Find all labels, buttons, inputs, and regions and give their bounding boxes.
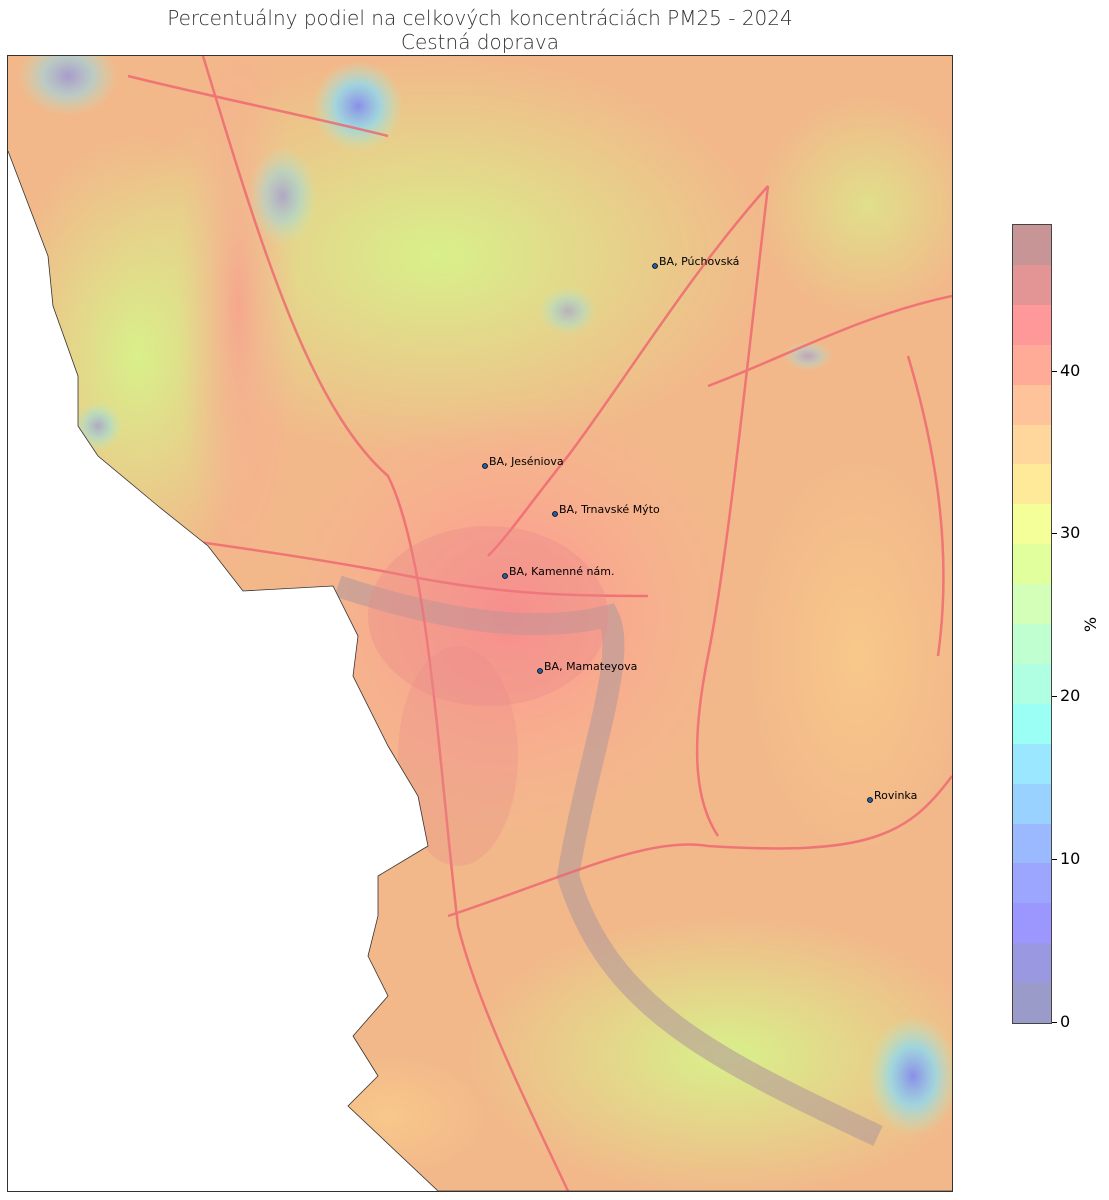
colorbar-tick-mark [1052, 696, 1057, 698]
station-label: BA, Mamateyova [544, 660, 637, 673]
station-label: BA, Kamenné nám. [509, 565, 614, 578]
colorbar-band [1013, 543, 1051, 585]
station-marker[interactable] [652, 263, 658, 269]
colorbar-band [1013, 503, 1051, 545]
colorbar-band [1013, 942, 1051, 984]
station-marker[interactable] [537, 668, 543, 674]
colorbar-tick-mark [1052, 370, 1057, 372]
station-label: BA, Púchovská [659, 255, 739, 268]
station-marker[interactable] [867, 797, 873, 803]
colorbar-band [1013, 743, 1051, 784]
colorbar-band [1013, 304, 1051, 345]
map-title: Percentuálny podiel na celkových koncent… [167, 6, 793, 30]
colorbar-band [1013, 384, 1051, 425]
colorbar-band [1013, 623, 1051, 664]
colorbar-band [1013, 862, 1051, 904]
colorbar-band [1013, 463, 1051, 505]
colorbar-tick-mark [1052, 859, 1057, 861]
colorbar-band [1013, 344, 1051, 385]
colorbar-band [1013, 583, 1051, 624]
station-marker[interactable] [482, 463, 488, 469]
station-marker[interactable] [552, 511, 558, 517]
concentration-map[interactable]: BA, Púchovská BA, Jeséniova BA, Trnavské M… [7, 55, 953, 1192]
colorbar-tick-label: 40 [1060, 360, 1081, 380]
colorbar-tick-label: 10 [1060, 849, 1081, 869]
map-subtitle: Cestná doprava [400, 30, 560, 54]
colorbar-band [1013, 783, 1051, 824]
station-marker[interactable] [502, 573, 508, 579]
station-label: BA, Jeséniova [489, 455, 564, 468]
colorbar-band [1013, 264, 1051, 305]
colorbar-unit-label: % [1081, 616, 1101, 633]
station-label: BA, Trnavské Mýto [559, 503, 660, 516]
colorbar-tick-mark [1052, 533, 1057, 535]
colorbar-tick-mark [1052, 1022, 1057, 1023]
colorbar-tick-label: 30 [1060, 523, 1081, 543]
station-label: Rovinka [874, 789, 917, 802]
colorbar-tick-label: 20 [1060, 686, 1081, 706]
colorbar-band [1013, 902, 1051, 944]
colorbar-band [1013, 224, 1051, 265]
colorbar-tick-label: 0 [1060, 1012, 1071, 1031]
colorbar-band [1013, 982, 1051, 1023]
colorbar-band [1013, 424, 1051, 465]
colorbar-band [1013, 703, 1051, 744]
colorbar-band [1013, 823, 1051, 864]
colorbar [1012, 224, 1052, 1024]
colorbar-band [1013, 663, 1051, 704]
